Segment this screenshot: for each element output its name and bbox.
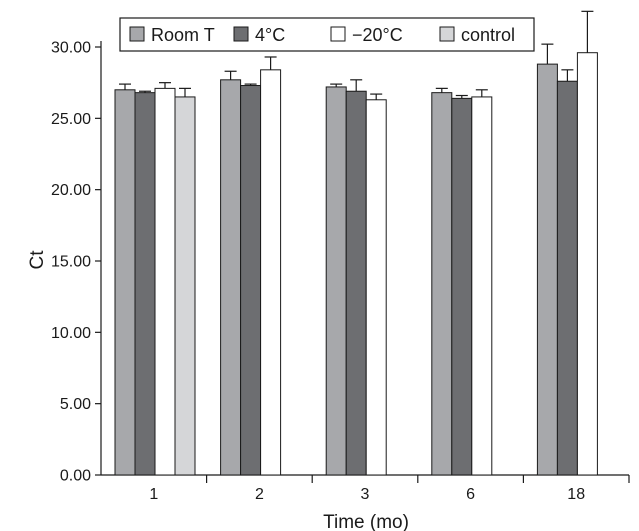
legend-swatch-room-t: [129, 26, 145, 42]
legend-label-20-c: −20°C: [352, 25, 403, 45]
bar-20-c-6: [471, 96, 493, 476]
bar-20-c-2: [260, 69, 282, 476]
bar-4-c-18: [556, 80, 578, 476]
y-tick-label: 0.00: [60, 468, 91, 485]
y-tick-label: 15.00: [51, 254, 91, 271]
bar-room-t-6: [431, 92, 453, 476]
bar-4-c-3: [345, 90, 367, 476]
bar-room-t-2: [220, 79, 242, 476]
legend: Room T 4°C −20°C control: [119, 17, 535, 52]
bar-control-1: [174, 96, 196, 476]
bar-4-c-1: [134, 92, 156, 476]
y-tick-label: 30.00: [51, 40, 91, 57]
x-tick-label: 3: [361, 486, 370, 503]
legend-label-4-c: 4°C: [255, 25, 285, 45]
legend-swatch-4-c: [233, 26, 249, 42]
y-tick-label: 10.00: [51, 325, 91, 342]
bar-4-c-6: [451, 97, 473, 476]
legend-swatch-control: [439, 26, 455, 42]
bar-20-c-18: [576, 52, 598, 476]
y-tick-label: 25.00: [51, 111, 91, 128]
bar-4-c-2: [240, 85, 262, 476]
x-axis-title: Time (mo): [323, 512, 409, 531]
legend-swatch-20-c: [330, 26, 346, 42]
plot-area: 0.00 5.00 10.00 15.00 20.00 25.00 30.00 1 2 3 6 18: [51, 10, 630, 503]
legend-label-control: control: [461, 25, 515, 45]
bar-room-t-3: [325, 86, 347, 476]
x-tick-label: 1: [149, 486, 158, 503]
y-tick-label: 20.00: [51, 182, 91, 199]
x-tick-label: 18: [567, 486, 585, 503]
bar-20-c-1: [154, 87, 176, 476]
legend-box: [119, 17, 535, 52]
x-tick-label: 6: [466, 486, 475, 503]
bar-20-c-3: [365, 99, 387, 476]
bar-room-t-18: [536, 63, 558, 476]
x-tick-label: 2: [255, 486, 264, 503]
legend-label-room-t: Room T: [151, 25, 215, 45]
bar-room-t-1: [114, 89, 136, 476]
y-tick-label: 5.00: [60, 396, 91, 413]
y-axis-title: Ct: [27, 250, 48, 270]
